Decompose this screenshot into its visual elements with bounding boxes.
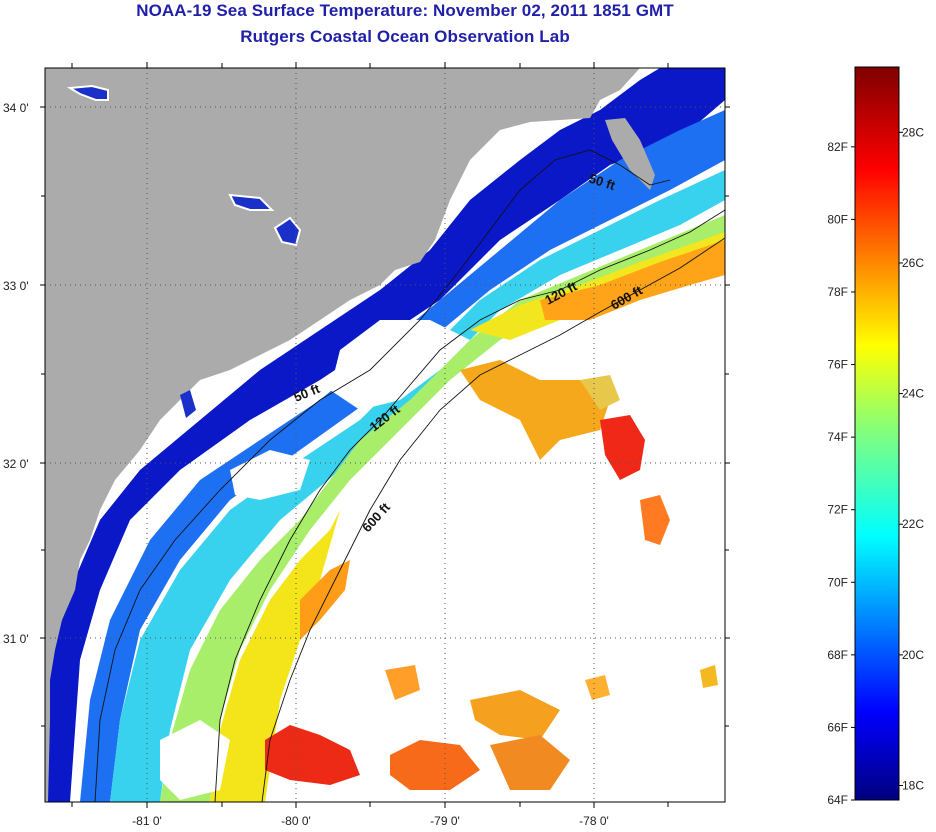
lat-label: 33 0'	[3, 279, 29, 293]
colorbar-gradient	[854, 66, 900, 801]
sst-band-blue	[80, 110, 725, 802]
sst-band-nearshore	[45, 68, 725, 802]
colorbar-label-c: 22C	[902, 517, 924, 531]
map-title: NOAA-19 Sea Surface Temperature: Novembe…	[136, 1, 674, 20]
sst-hot-patch	[265, 725, 360, 785]
sst-warm-patch	[460, 360, 610, 460]
colorbar-label-f: 66F	[827, 720, 848, 734]
map-frame	[44, 67, 726, 803]
lat-label: 34 0'	[3, 101, 29, 115]
colorbar-label-f: 76F	[827, 358, 848, 372]
land	[45, 68, 640, 802]
sst-warm-patch	[390, 740, 480, 790]
colorbar-label-c: 26C	[902, 256, 924, 270]
colorbar-label-f: 74F	[827, 430, 848, 444]
lon-label: -78 0'	[579, 814, 609, 828]
lon-label: -79 0'	[430, 814, 460, 828]
colorbar-label-c: 18C	[902, 778, 924, 792]
colorbar-label-f: 82F	[827, 140, 848, 154]
cloud-patch	[160, 720, 230, 800]
sst-band-orange-north	[540, 240, 725, 320]
lat-label: 32 0'	[3, 457, 29, 471]
sst-band-yellow	[210, 510, 340, 802]
sst-warm-patch	[585, 675, 610, 700]
colorbar-label-f: 70F	[827, 575, 848, 589]
sst-warm-patch	[580, 375, 620, 410]
sst-warm-patch	[470, 690, 560, 740]
sst-warm-patch	[385, 665, 420, 700]
colorbar-label-f: 72F	[827, 503, 848, 517]
graticule	[45, 68, 725, 802]
sst-hot-patch	[600, 415, 645, 480]
lake	[228, 193, 275, 211]
axis-ticks	[40, 62, 730, 808]
map-subtitle: Rutgers Coastal Ocean Observation Lab	[240, 27, 570, 46]
lake	[66, 84, 109, 101]
lon-label: -81 0'	[132, 814, 162, 828]
cloud-patch	[330, 320, 470, 410]
lake	[180, 390, 196, 418]
lake	[273, 216, 302, 247]
colorbar-label-f: 78F	[827, 285, 848, 299]
sst-warm-patch	[700, 665, 718, 688]
sst-warm-patch	[490, 735, 570, 790]
colorbar-label-f: 68F	[827, 648, 848, 662]
depth-contour-50ft	[94, 149, 671, 802]
colorbar-label-c: 28C	[902, 125, 924, 139]
depth-contour-600ft	[261, 237, 725, 802]
colorbar-label-f: 80F	[827, 212, 848, 226]
lat-label: 31 0'	[3, 632, 29, 646]
lon-label: -80 0'	[281, 814, 311, 828]
land	[605, 118, 655, 190]
colorbar-label-c: 24C	[902, 387, 924, 401]
colorbar-label-c: 20C	[902, 648, 924, 662]
colorbar-label-f: 64F	[827, 793, 848, 807]
sst-warm-patch	[640, 495, 670, 545]
depth-contour-120ft	[214, 209, 725, 802]
